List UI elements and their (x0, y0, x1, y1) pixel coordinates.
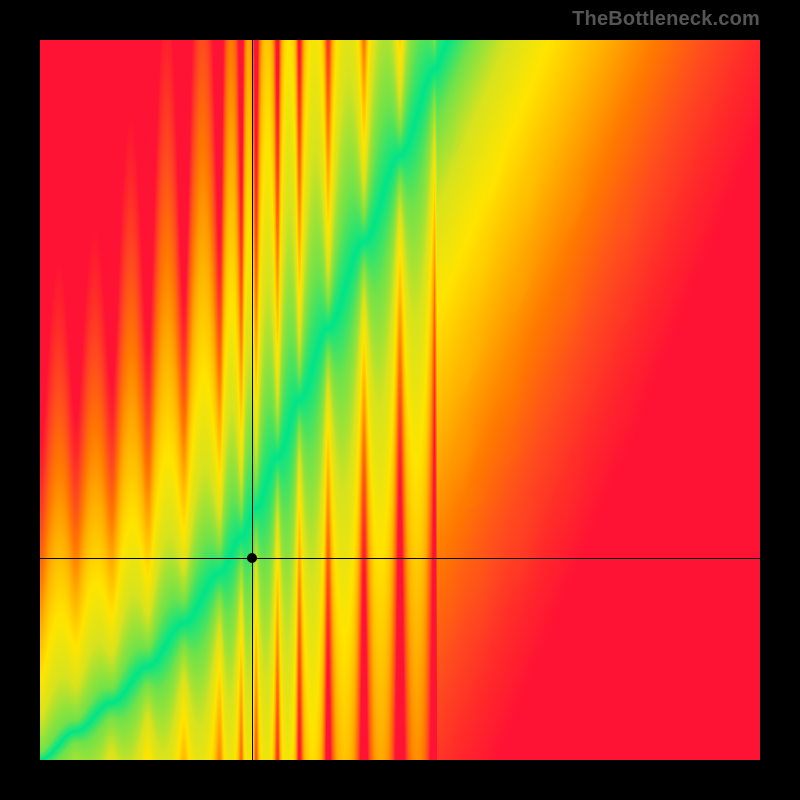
heatmap-canvas (40, 40, 760, 760)
crosshair-vertical (252, 40, 254, 760)
marker-dot (247, 553, 257, 563)
chart-container: TheBottleneck.com (0, 0, 800, 800)
plot-area (40, 40, 760, 760)
watermark-text: TheBottleneck.com (572, 8, 760, 31)
crosshair-horizontal (40, 558, 760, 560)
